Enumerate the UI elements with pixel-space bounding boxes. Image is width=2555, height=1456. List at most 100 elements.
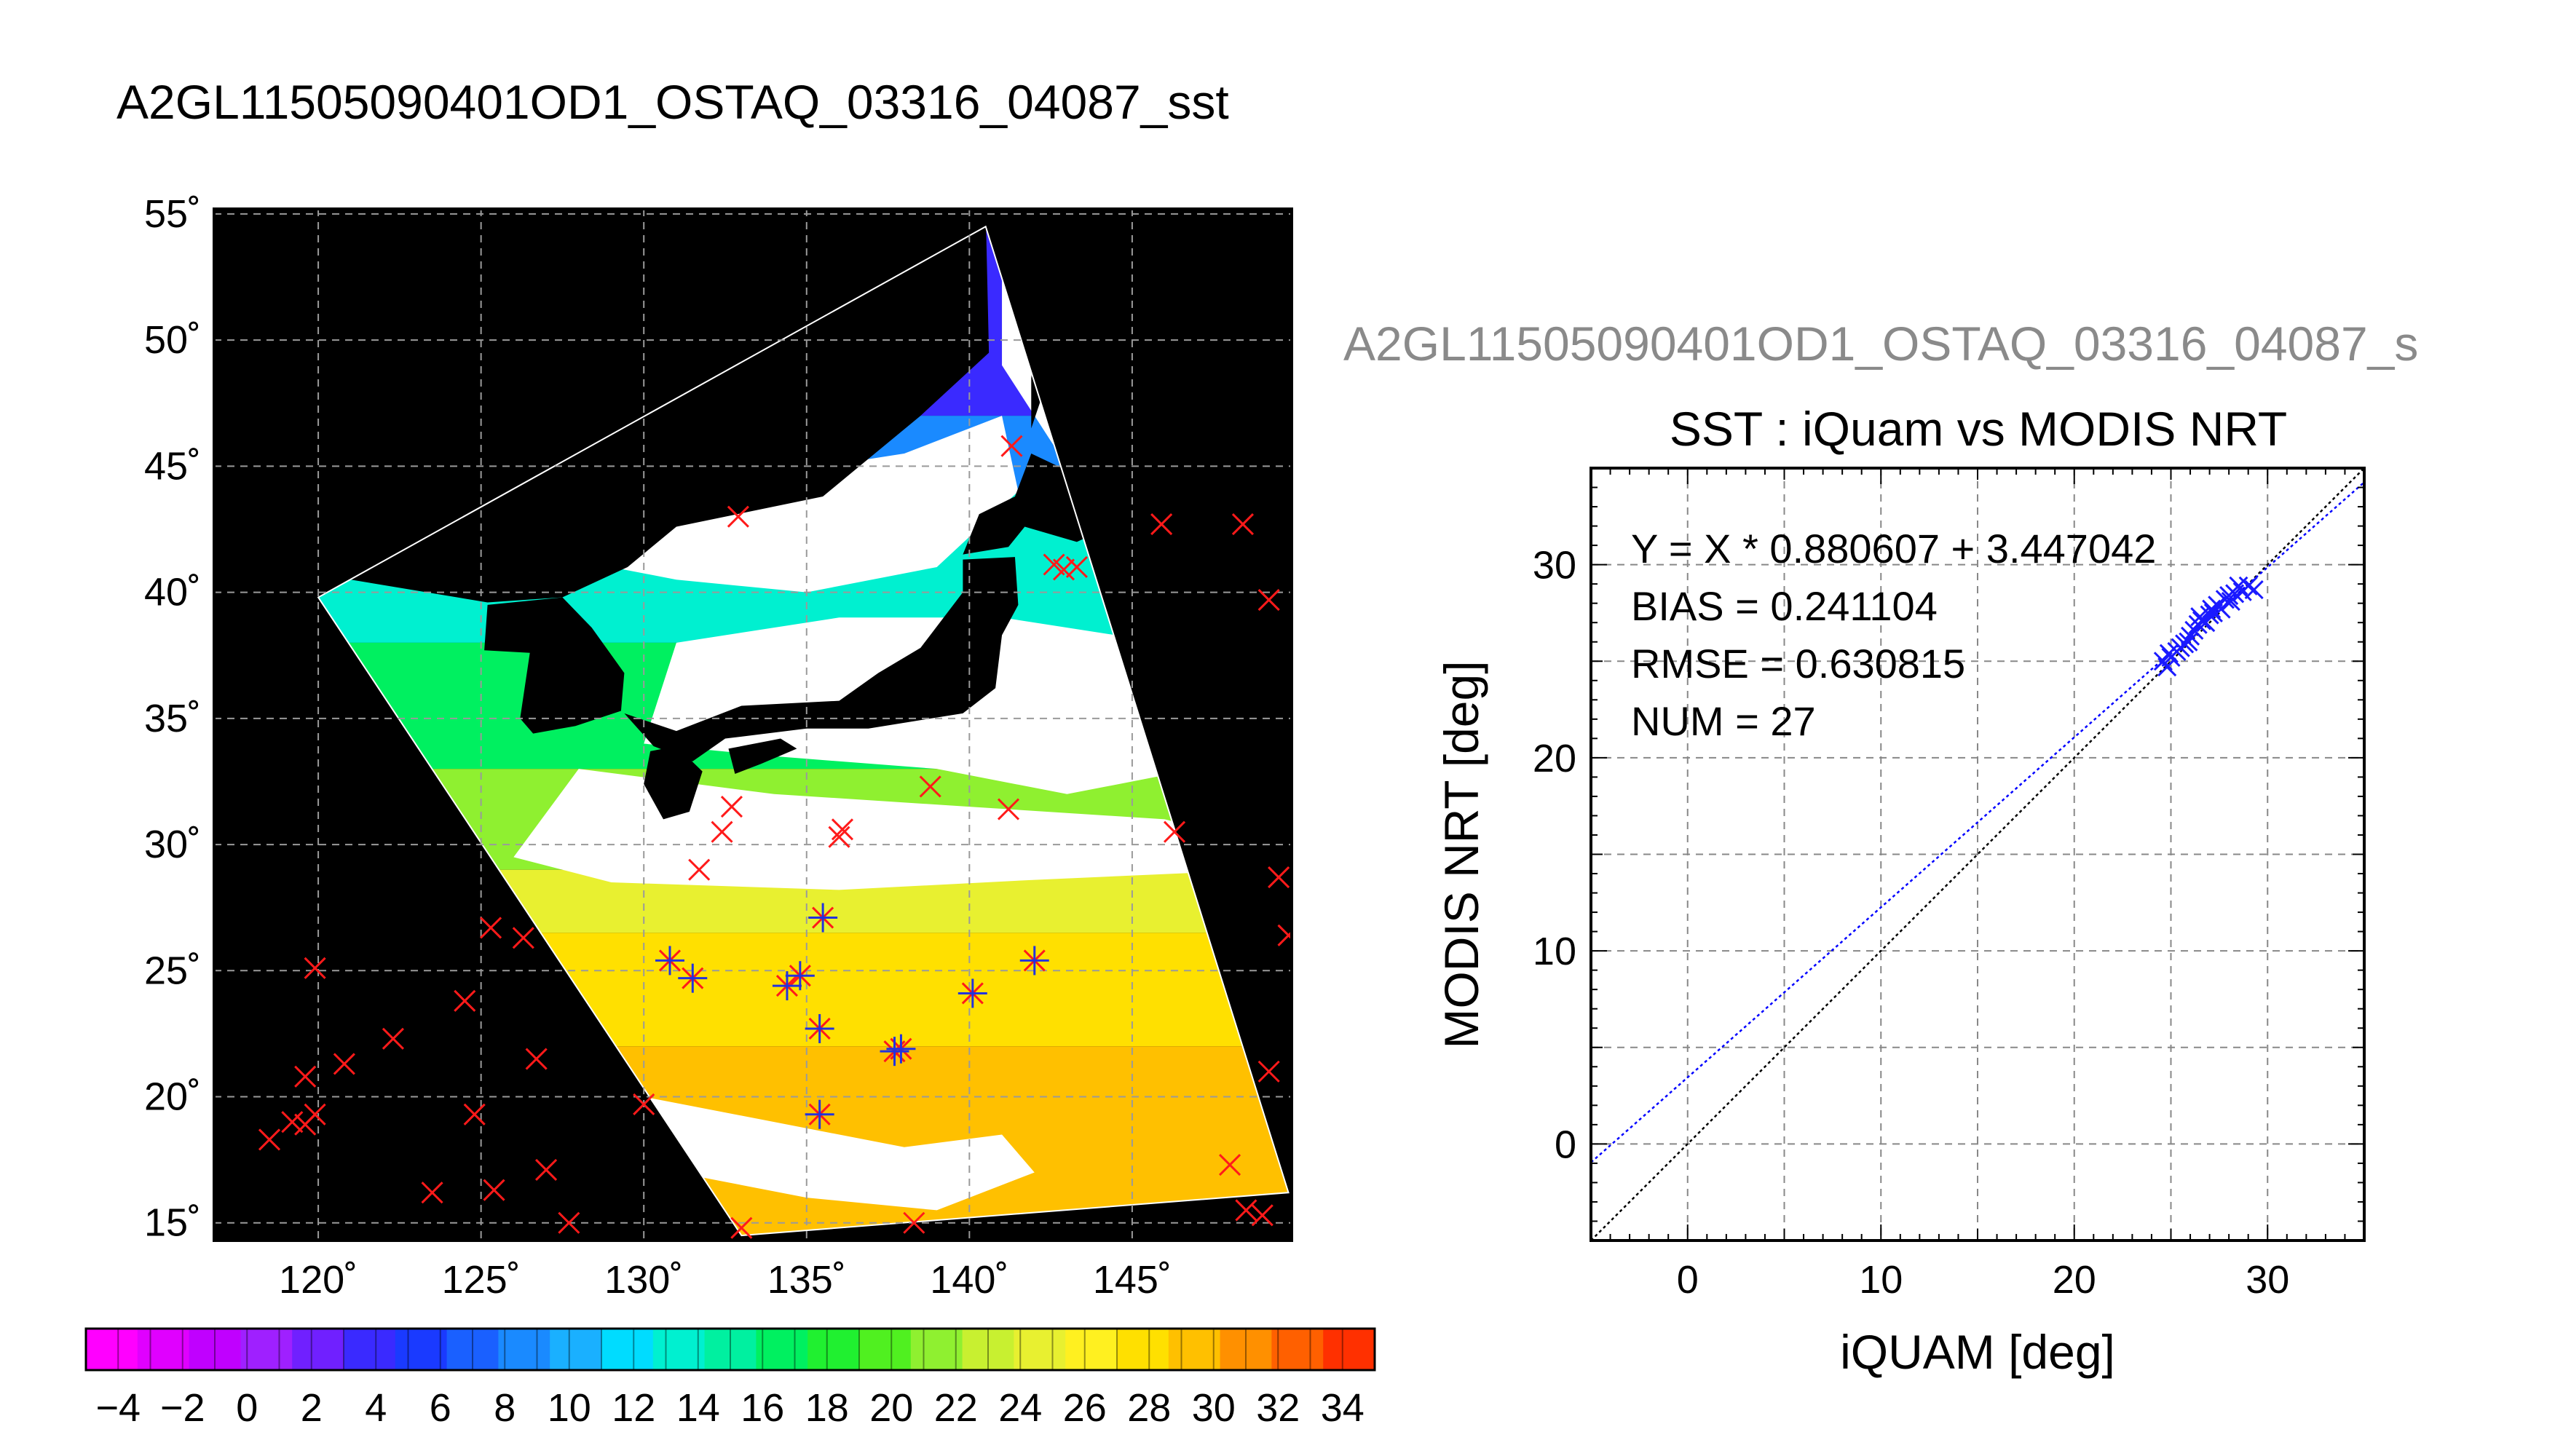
colorbar-tick-label: 28 <box>1127 1386 1171 1430</box>
colorbar-tick-label: 8 <box>494 1386 516 1430</box>
land-0 <box>624 557 1019 761</box>
colorbar-cell <box>962 1329 1014 1370</box>
colorbar-cell <box>240 1329 293 1370</box>
scatter-point <box>2202 599 2222 619</box>
sst-map: 120˚ 125˚ 130˚ 135˚ 140˚ 145˚ 15˚ 20˚ 25˚ 30˚ 35˚ 4… <box>144 192 1293 1302</box>
map-frame <box>213 207 1293 1242</box>
scatter-points <box>2153 576 2264 677</box>
scatter-title: SST : iQuam vs MODIS NRT <box>1670 402 2287 456</box>
scatter-ylabel: MODIS NRT [deg] <box>1434 660 1488 1048</box>
colorbar-tick-label: 30 <box>1192 1386 1236 1430</box>
scatter-point <box>2184 620 2204 640</box>
matched-marker <box>678 963 708 993</box>
land-5 <box>484 597 625 734</box>
scatter-stat-line: BIAS = 0.241104 <box>1631 583 1938 629</box>
lon-tick-label: 135˚ <box>767 1258 846 1302</box>
buoy-marker <box>997 798 1020 820</box>
buoy-marker <box>1065 555 1088 579</box>
colorbar-cell <box>807 1329 860 1370</box>
scatter-ytick-label: 0 <box>1555 1123 1576 1166</box>
map-grid <box>214 209 1292 1241</box>
scatter-point <box>2192 611 2212 630</box>
buoy-markers <box>258 435 1292 1239</box>
colorbar-tick-label: 26 <box>1063 1386 1107 1430</box>
colorbar-cell <box>1220 1329 1272 1370</box>
scatter-xtick-label: 20 <box>2053 1258 2096 1302</box>
colorbar-tick-label: 24 <box>998 1386 1042 1430</box>
cloud-mask-2 <box>513 769 1263 890</box>
scatter-point <box>2159 644 2179 663</box>
scatter-xtick-label: 30 <box>2246 1258 2289 1302</box>
lat-tick-label: 40˚ <box>144 571 201 614</box>
matched-marker <box>785 961 815 991</box>
lon-tick-label: 140˚ <box>930 1258 1008 1302</box>
matched-marker <box>957 978 987 1008</box>
colorbar-tick-label: 22 <box>934 1386 978 1430</box>
buoy-marker <box>1235 1199 1257 1222</box>
buoy-marker <box>633 1093 655 1115</box>
lon-tick-label: 120˚ <box>279 1258 358 1302</box>
colorbar-cell <box>292 1329 344 1370</box>
scatter-xtick-label: 10 <box>1859 1258 1903 1302</box>
colorbar-cell <box>550 1329 602 1370</box>
secondary-title: A2GL11505090401OD1_OSTAQ_03316_04087_s <box>1343 317 2418 371</box>
colorbar-cell <box>1117 1329 1169 1370</box>
scatter-stat-line: Y = X * 0.880607 + 3.447042 <box>1631 526 2156 571</box>
lon-tick-label: 145˚ <box>1093 1258 1172 1302</box>
colorbar-cell <box>601 1329 654 1370</box>
scatter-point <box>2180 626 2200 646</box>
buoy-marker <box>294 1065 317 1088</box>
lat-tick-label: 25˚ <box>144 949 201 992</box>
colorbar-cell <box>395 1329 448 1370</box>
colorbar-cell <box>498 1329 550 1370</box>
colorbar-cell <box>1168 1329 1221 1370</box>
colorbar-cell <box>704 1329 757 1370</box>
lat-tick-label: 20˚ <box>144 1075 201 1119</box>
lat-tick-label: 30˚ <box>144 823 201 866</box>
colorbar-tick-label: 2 <box>301 1386 323 1430</box>
colorbar-tick-label: 20 <box>869 1386 913 1430</box>
map-axis-labels: 120˚ 125˚ 130˚ 135˚ 140˚ 145˚ 15˚ 20˚ 25˚ 30˚ 35˚ 4… <box>144 192 1172 1302</box>
map-title: A2GL11505090401OD1_OSTAQ_03316_04087_sst <box>117 75 1229 129</box>
colorbar-tick-label: 12 <box>612 1386 655 1430</box>
colorbar-cell <box>344 1329 396 1370</box>
matched-marker <box>886 1034 916 1064</box>
colorbar-cell <box>1271 1329 1324 1370</box>
buoy-marker <box>333 1053 355 1075</box>
buoy-marker <box>483 1179 505 1201</box>
scatter-stat-line: RMSE = 0.630815 <box>1631 641 1965 687</box>
scatter-xtick-label: 0 <box>1677 1258 1699 1302</box>
lat-tick-label: 55˚ <box>144 192 201 236</box>
land-2 <box>728 738 797 775</box>
buoy-marker <box>711 820 733 843</box>
buoy-marker <box>454 989 476 1012</box>
colorbar-tick-label: 16 <box>741 1386 784 1430</box>
colorbar-tick-label: 0 <box>236 1386 258 1430</box>
buoy-marker <box>525 1048 548 1070</box>
colorbar-cell <box>910 1329 963 1370</box>
lat-tick-label: 50˚ <box>144 318 201 362</box>
colorbar-frame <box>84 1327 1376 1372</box>
lat-tick-label: 15˚ <box>144 1201 201 1245</box>
scatter-ticks: 0 10 20 30 0 10 20 30 <box>1533 467 2365 1302</box>
colorbar-tick-label: 18 <box>805 1386 849 1430</box>
colorbar-cell <box>189 1329 241 1370</box>
buoy-marker <box>479 917 502 939</box>
colorbar-cell <box>1065 1329 1118 1370</box>
scatter-ytick-label: 20 <box>1533 737 1576 780</box>
matched-marker <box>655 946 684 976</box>
buoy-marker <box>1231 513 1254 536</box>
buoy-marker <box>730 1216 753 1239</box>
colorbar-cell <box>1014 1329 1066 1370</box>
colorbar-tick-label: 14 <box>676 1386 720 1430</box>
buoy-marker <box>421 1182 443 1204</box>
matched-marker <box>805 1099 834 1129</box>
buoy-marker <box>258 1128 281 1151</box>
buoy-marker <box>535 1158 558 1182</box>
swath-outline <box>317 225 1290 1237</box>
matched-marker <box>805 1013 834 1043</box>
buoy-marker <box>558 1211 580 1234</box>
buoy-marker <box>919 775 941 798</box>
scatter-point <box>2219 586 2239 606</box>
